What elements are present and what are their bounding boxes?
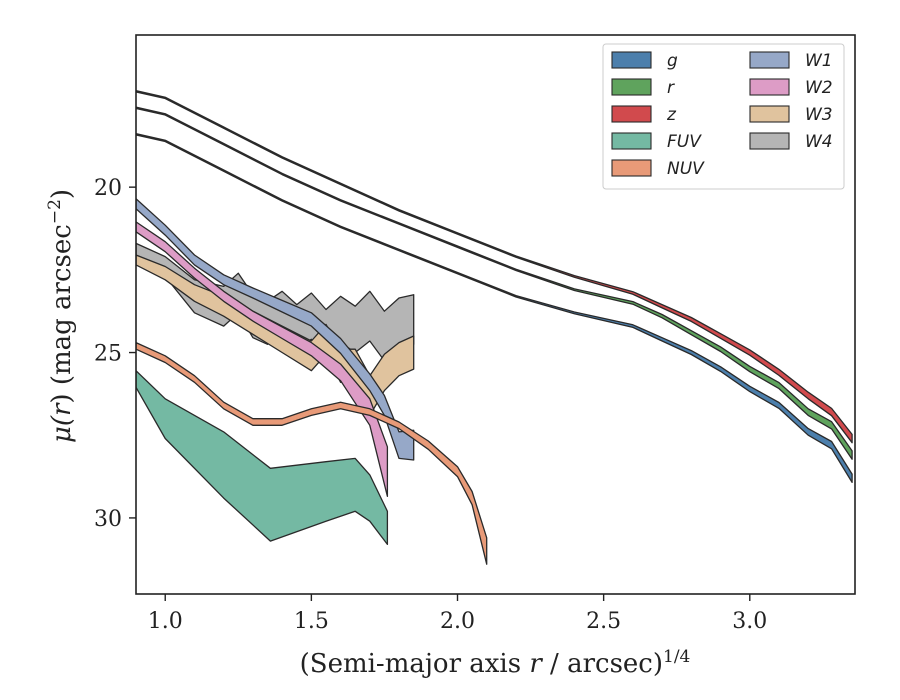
- x-tick-label: 1.5: [294, 609, 329, 634]
- legend-label-w2: W2: [805, 78, 833, 98]
- legend-swatch-nuv: [611, 159, 652, 177]
- band-w1: [136, 198, 415, 461]
- y-axis-ticks: 20 25 30: [94, 176, 136, 532]
- y-axis-title: μ(r) (mag arcsec−2): [45, 189, 77, 443]
- band-z: [136, 89, 853, 444]
- legend-swatch-fuv: [611, 132, 652, 150]
- y-tick-label: 25: [94, 342, 122, 367]
- band-nuv: [136, 341, 488, 565]
- profile-bands: [136, 89, 853, 565]
- x-axis-ticks: 1.0 1.5 2.0 2.5 3.0: [148, 594, 767, 634]
- legend-swatch-w3: [749, 105, 790, 123]
- legend-label-z: z: [666, 105, 677, 125]
- legend-label-w4: W4: [805, 132, 833, 152]
- x-tick-label: 2.5: [586, 609, 621, 634]
- legend-label-w3: W3: [805, 105, 833, 125]
- legend: grz FUV NUV W1 W2 W3 W4: [602, 43, 845, 190]
- legend-swatch-w4: [749, 132, 790, 150]
- x-axis-title: (Semi-major axis r / arcsec)1/4: [300, 647, 691, 679]
- band-g: [136, 132, 853, 484]
- y-tick-label: 20: [94, 176, 122, 201]
- band-w2: [136, 221, 389, 498]
- x-tick-label: 2.0: [440, 609, 475, 634]
- band-r: [136, 106, 853, 460]
- x-tick-label: 1.0: [148, 609, 183, 634]
- x-tick-label: 3.0: [732, 609, 767, 634]
- legend-label-fuv: FUV: [667, 132, 702, 152]
- legend-swatch-z: [611, 105, 652, 123]
- legend-label-w1: W1: [805, 51, 833, 71]
- plot-frame: [135, 34, 856, 595]
- legend-swatch-w1: [749, 51, 790, 69]
- legend-swatch-w2: [749, 78, 790, 96]
- legend-label-nuv: NUV: [667, 159, 705, 179]
- legend-swatch-g: [611, 51, 652, 69]
- legend-label-r: r: [667, 78, 675, 98]
- legend-label-g: g: [667, 51, 678, 71]
- y-tick-label: 30: [94, 507, 122, 532]
- band-fuv: [136, 370, 389, 546]
- legend-swatch-r: [611, 78, 652, 96]
